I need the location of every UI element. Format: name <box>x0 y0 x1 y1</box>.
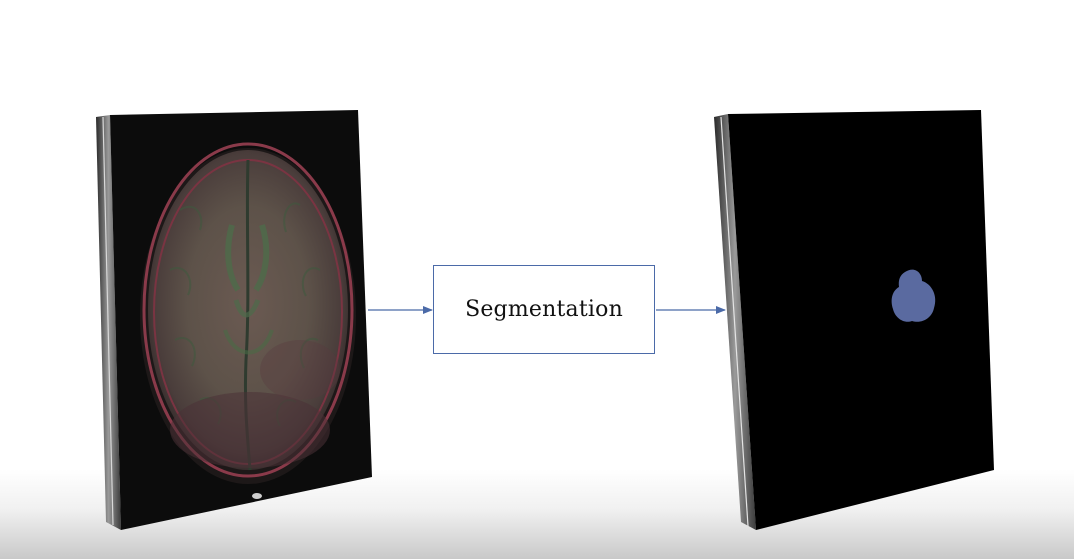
segmentation-box: Segmentation <box>433 265 655 354</box>
mask-slab-face <box>728 110 994 530</box>
brain-mri-icon <box>140 142 356 484</box>
mask-image-slab <box>714 110 994 530</box>
segmentation-label: Segmentation <box>465 297 623 322</box>
tumor-mask-icon <box>891 269 936 322</box>
mri-image-slab <box>96 110 372 530</box>
